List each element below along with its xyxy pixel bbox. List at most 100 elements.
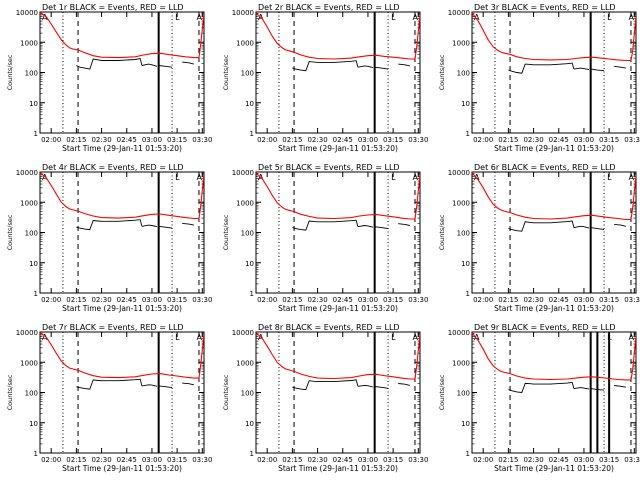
- x-tick-label: 02:30: [523, 296, 543, 304]
- x-tick-label: 03:00: [358, 136, 378, 144]
- x-tick-label: 02:00: [257, 136, 277, 144]
- y-tick-label: 100: [25, 390, 38, 398]
- x-tick-label: 02:00: [41, 296, 61, 304]
- y-tick-label: 1000: [236, 359, 254, 367]
- events-line: [573, 387, 590, 390]
- y-tick-label: 100: [241, 70, 254, 78]
- x-tick-label: 02:30: [523, 136, 543, 144]
- x-tick-label: 03:30: [192, 456, 212, 464]
- corner-marker: A: [629, 333, 635, 342]
- panel-title: Det 5r BLACK = Events, RED = LLD: [258, 163, 400, 172]
- x-tick-label: 03:00: [358, 456, 378, 464]
- x-tick-label: 02:15: [66, 456, 86, 464]
- events-line: [292, 219, 359, 231]
- x-axis-label: Start Time (29-Jan-11 01:53:20): [278, 464, 398, 473]
- x-tick-label: 02:30: [523, 456, 543, 464]
- x-tick-label: 02:45: [549, 456, 569, 464]
- x-tick-label: 02:00: [473, 136, 493, 144]
- x-tick-label: 02:00: [473, 456, 493, 464]
- events-line: [357, 225, 374, 228]
- y-tick-label: 1000: [20, 39, 38, 47]
- x-tick-label: 03:30: [408, 456, 428, 464]
- y-axis-label: Counts/sec: [6, 214, 14, 250]
- x-tick-label: 03:30: [624, 296, 640, 304]
- y-tick-label: 100: [457, 390, 470, 398]
- x-tick-label: 02:15: [66, 296, 86, 304]
- events-line: [158, 65, 173, 68]
- panel-title: Det 4r BLACK = Events, RED = LLD: [42, 163, 184, 172]
- y-tick-label: 10: [461, 420, 470, 428]
- y-tick-label: 1000: [20, 199, 38, 207]
- corner-marker: L: [607, 173, 612, 182]
- y-tick-label: 100: [241, 390, 254, 398]
- panel-title: Det 2r BLACK = Events, RED = LLD: [258, 3, 400, 12]
- lld-line: [40, 332, 204, 379]
- corner-marker: L: [391, 173, 396, 182]
- y-tick-label: 1000: [236, 199, 254, 207]
- y-tick-label: 100: [25, 70, 38, 78]
- x-axis-label: Start Time (29-Jan-11 01:53:20): [494, 144, 614, 153]
- panel-4: Det 4r BLACK = Events, RED = LLD 1 10 100 10…: [6, 163, 212, 313]
- events-line: [573, 225, 590, 229]
- x-tick-label: 02:45: [333, 296, 353, 304]
- y-tick-label: 10000: [448, 9, 470, 17]
- y-tick-label: 10000: [232, 329, 254, 337]
- events-line: [573, 67, 590, 71]
- y-tick-label: 1000: [236, 39, 254, 47]
- panel-title: Det 8r BLACK = Events, RED = LLD: [258, 323, 400, 332]
- y-tick-label: 1: [250, 130, 254, 138]
- panel-9: Det 9r BLACK = Events, RED = LLD 1 10 100 10…: [438, 323, 640, 473]
- x-tick-label: 02:45: [117, 296, 137, 304]
- corner-marker: L: [607, 13, 612, 22]
- y-tick-label: 10000: [448, 329, 470, 337]
- corner-marker: A: [413, 13, 419, 22]
- corner-marker: L: [391, 333, 396, 342]
- lld-line: [40, 172, 204, 220]
- events-line: [374, 66, 389, 70]
- y-tick-label: 100: [457, 230, 470, 238]
- y-tick-label: 10: [245, 100, 254, 108]
- x-tick-label: 03:15: [383, 296, 403, 304]
- x-axis-label: Start Time (29-Jan-11 01:53:20): [278, 144, 398, 153]
- events-line: [398, 383, 411, 386]
- events-line: [508, 381, 575, 393]
- y-axis-label: Counts/sec: [438, 214, 446, 250]
- y-tick-label: 1: [466, 130, 470, 138]
- x-axis-label: Start Time (29-Jan-11 01:53:20): [494, 304, 614, 313]
- corner-marker: A: [42, 333, 48, 342]
- x-axis-label: Start Time (29-Jan-11 01:53:20): [494, 464, 614, 473]
- y-tick-label: 1: [466, 290, 470, 298]
- y-tick-label: 100: [241, 230, 254, 238]
- y-axis-label: Counts/sec: [222, 214, 230, 250]
- events-line: [614, 223, 627, 227]
- corner-marker: A: [197, 13, 203, 22]
- x-tick-label: 02:15: [282, 136, 302, 144]
- y-tick-label: 1000: [452, 199, 470, 207]
- x-tick-label: 02:30: [307, 456, 327, 464]
- corner-marker: A: [413, 333, 419, 342]
- events-line: [357, 65, 374, 69]
- x-tick-label: 03:30: [408, 296, 428, 304]
- lld-line: [256, 172, 420, 220]
- x-tick-label: 03:00: [358, 296, 378, 304]
- y-tick-label: 1: [34, 290, 38, 298]
- x-tick-label: 03:00: [574, 136, 594, 144]
- plot-frame: [255, 171, 421, 294]
- panel-title: Det 6r BLACK = Events, RED = LLD: [474, 163, 616, 172]
- y-axis-label: Counts/sec: [6, 54, 14, 90]
- y-axis-label: Counts/sec: [222, 54, 230, 90]
- x-tick-label: 02:00: [41, 456, 61, 464]
- events-line: [614, 65, 626, 69]
- x-tick-label: 02:00: [257, 456, 277, 464]
- x-tick-label: 03:15: [599, 456, 619, 464]
- y-tick-label: 1: [466, 450, 470, 458]
- panel-1: Det 1r BLACK = Events, RED = LLD 1 10 100 10…: [6, 3, 212, 153]
- y-axis-label: Counts/sec: [222, 374, 230, 410]
- x-tick-label: 02:15: [282, 296, 302, 304]
- y-tick-label: 1: [250, 450, 254, 458]
- y-tick-label: 10: [29, 420, 38, 428]
- events-line: [398, 63, 410, 67]
- y-tick-label: 10: [461, 260, 470, 268]
- panel-5: Det 5r BLACK = Events, RED = LLD 1 10 100 10…: [222, 163, 428, 313]
